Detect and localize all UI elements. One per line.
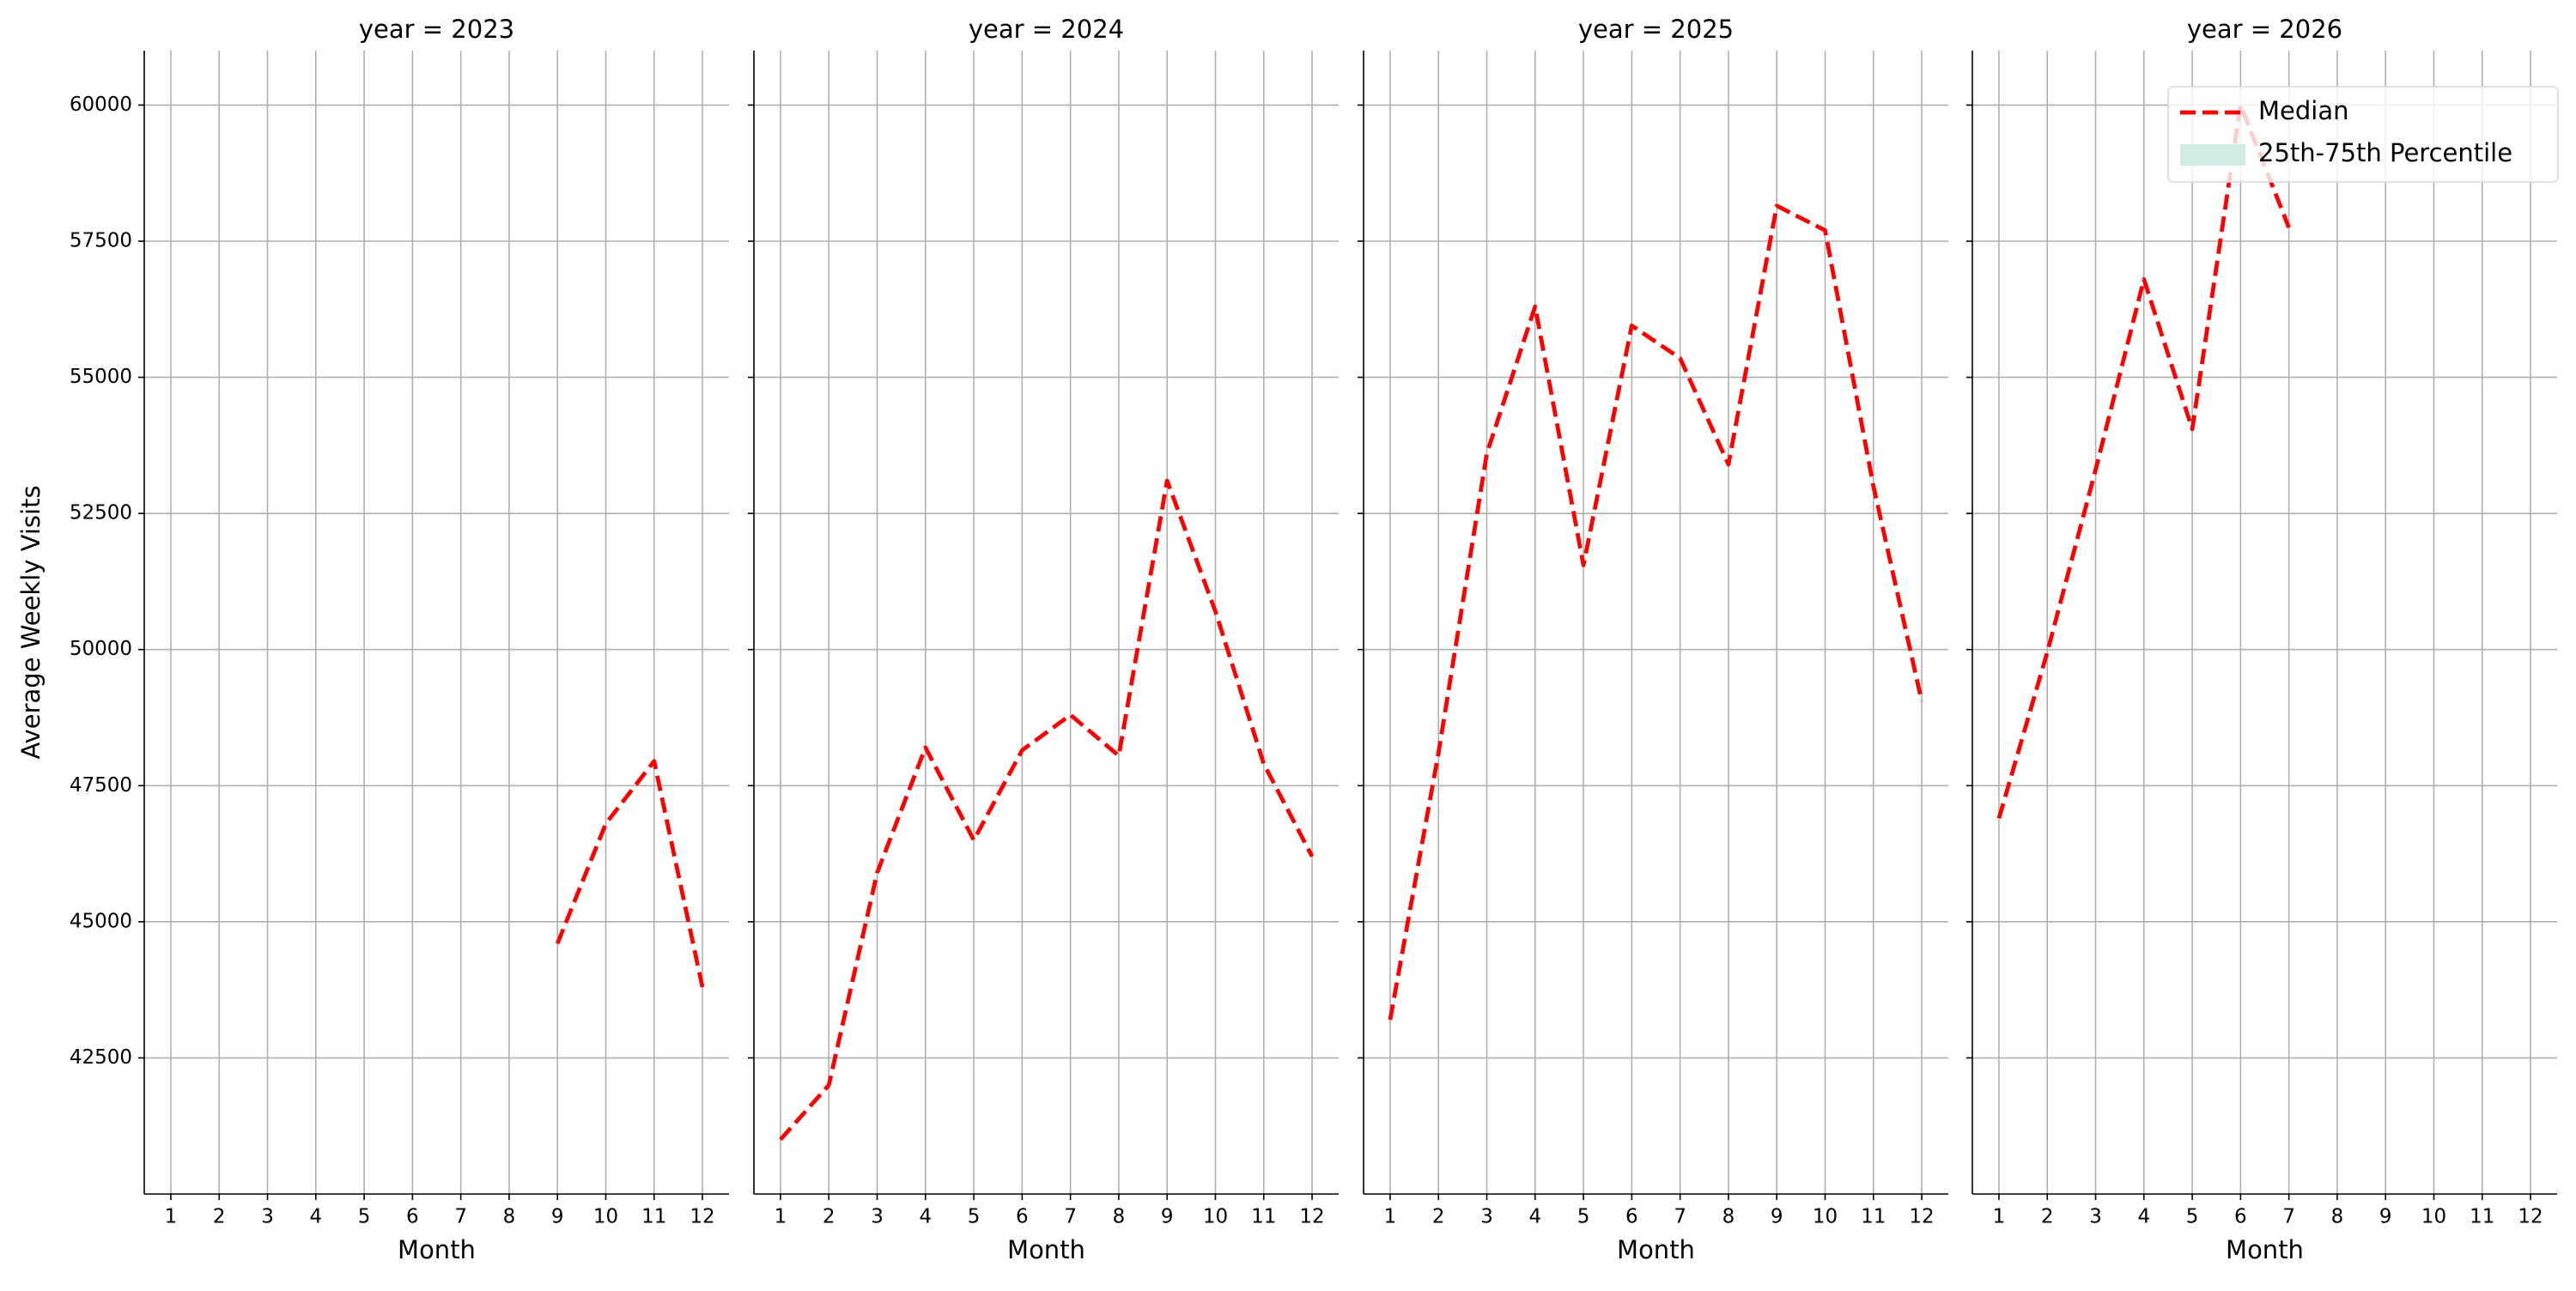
x-tick-label: 6: [1016, 1206, 1029, 1228]
y-tick-label: 57500: [70, 230, 132, 252]
legend-patch: [2180, 144, 2245, 166]
x-tick-label: 6: [1625, 1206, 1638, 1228]
legend-label: Median: [2258, 96, 2348, 125]
median-line: [555, 759, 705, 988]
x-tick-label: 1: [775, 1206, 787, 1228]
x-tick-label: 4: [2137, 1206, 2150, 1228]
legend: Median 25th-75th Percentile: [2167, 86, 2559, 183]
x-tick-label: 5: [1577, 1206, 1590, 1228]
x-tick-label: 7: [1674, 1206, 1686, 1228]
x-tick-label: 3: [1480, 1206, 1493, 1228]
x-tick-label: 3: [871, 1206, 884, 1228]
legend-box: [2167, 86, 2559, 183]
x-tick-label: 5: [358, 1206, 371, 1228]
x-tick-label: 11: [1861, 1206, 1886, 1228]
x-tick-label: 11: [1251, 1206, 1276, 1228]
y-tick-label: 52500: [70, 502, 132, 524]
x-tick-label: 7: [1064, 1206, 1077, 1228]
x-axis-label: Month: [2226, 1235, 2304, 1264]
x-tick-label: 9: [551, 1206, 564, 1228]
x-tick-label: 6: [2234, 1206, 2247, 1228]
x-tick-label: 9: [1771, 1206, 1783, 1228]
x-tick-label: 8: [503, 1206, 516, 1228]
y-tick-label: 47500: [70, 774, 132, 797]
y-tick-label: 45000: [70, 910, 132, 932]
x-tick-label: 8: [2331, 1206, 2344, 1228]
x-tick-label: 10: [2421, 1206, 2446, 1228]
facet-title: year = 2023: [359, 15, 514, 44]
x-tick-label: 11: [2470, 1206, 2494, 1228]
facet-panel: 1 2 3 4 5 6 7 8 9 10 11 124250045000475005000052500…: [16, 15, 729, 1264]
x-tick-label: 1: [165, 1206, 178, 1228]
facet-title: year = 2024: [969, 15, 1124, 44]
facet-title: year = 2025: [1578, 15, 1734, 44]
x-tick-label: 10: [593, 1206, 618, 1228]
x-tick-label: 2: [823, 1206, 835, 1228]
x-tick-label: 12: [2518, 1206, 2543, 1228]
median-line: [779, 478, 1315, 1142]
x-tick-label: 10: [1203, 1206, 1228, 1228]
x-axis-label: Month: [398, 1235, 476, 1264]
x-tick-label: 12: [1909, 1206, 1934, 1228]
x-tick-label: 12: [1299, 1206, 1324, 1228]
x-tick-label: 10: [1813, 1206, 1838, 1228]
x-tick-label: 2: [213, 1206, 226, 1228]
x-tick-label: 2: [1432, 1206, 1445, 1228]
x-tick-label: 8: [1113, 1206, 1126, 1228]
x-axis-label: Month: [1617, 1235, 1695, 1264]
x-tick-label: 11: [641, 1206, 666, 1228]
x-tick-label: 3: [2089, 1206, 2102, 1228]
x-tick-label: 3: [261, 1206, 274, 1228]
y-tick-label: 42500: [70, 1046, 132, 1069]
x-tick-label: 1: [1993, 1206, 2006, 1228]
median-line: [1388, 203, 1924, 1021]
x-tick-label: 6: [406, 1206, 419, 1228]
median-line: [1996, 103, 2291, 820]
x-tick-label: 4: [1528, 1206, 1541, 1228]
x-tick-label: 4: [919, 1206, 932, 1228]
x-axis-label: Month: [1007, 1235, 1085, 1264]
y-tick-label: 50000: [70, 638, 132, 660]
y-axis-label: Average Weekly Visits: [16, 485, 46, 759]
facet-title: year = 2026: [2187, 15, 2342, 44]
x-tick-label: 8: [1722, 1206, 1735, 1228]
x-tick-label: 7: [2282, 1206, 2295, 1228]
y-tick-label: 60000: [70, 94, 132, 116]
x-tick-label: 4: [309, 1206, 322, 1228]
x-tick-label: 2: [2041, 1206, 2054, 1228]
legend-label: 25th-75th Percentile: [2258, 138, 2512, 167]
x-tick-label: 5: [968, 1206, 981, 1228]
x-tick-label: 9: [2379, 1206, 2392, 1228]
y-tick-label: 55000: [70, 366, 132, 388]
x-tick-label: 7: [454, 1206, 467, 1228]
x-tick-label: 12: [690, 1206, 714, 1228]
x-tick-label: 1: [1384, 1206, 1397, 1228]
x-tick-label: 9: [1161, 1206, 1174, 1228]
x-tick-label: 5: [2186, 1206, 2199, 1228]
